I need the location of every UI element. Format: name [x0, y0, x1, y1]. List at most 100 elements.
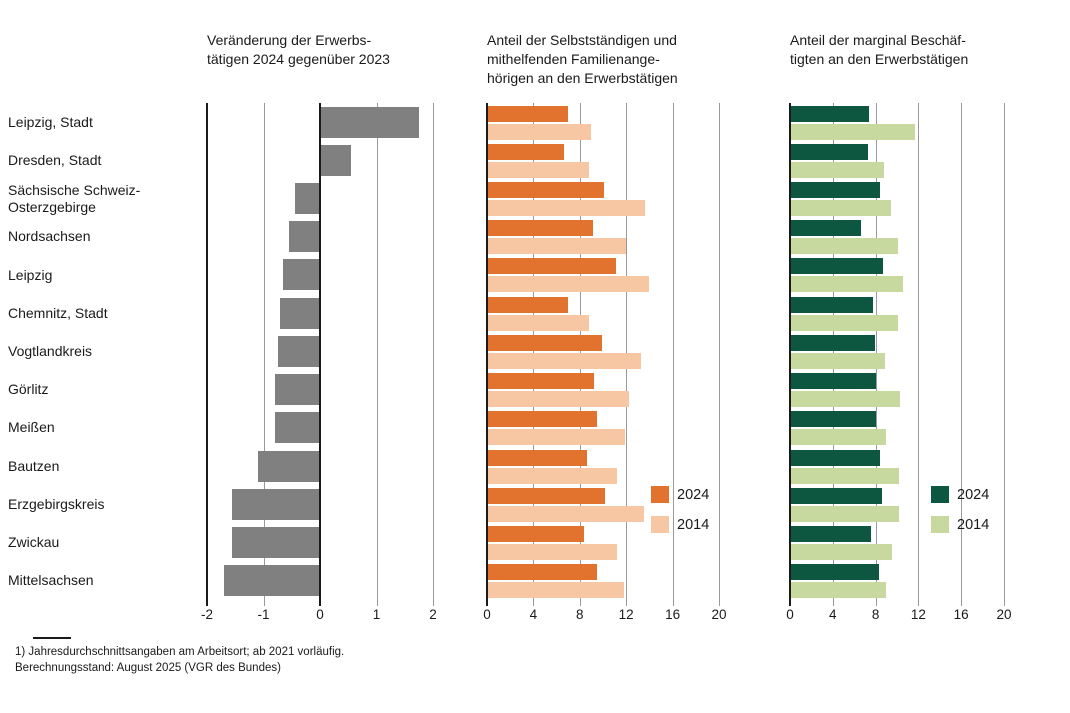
- bar-2014: [790, 582, 887, 599]
- bar-2014: [487, 582, 624, 599]
- x-tick-label: 8: [576, 607, 584, 622]
- legend-label-2014: 2014: [677, 516, 710, 533]
- gridline: [433, 103, 434, 606]
- row-label: Nordsachsen: [8, 228, 91, 245]
- bar: [277, 335, 320, 367]
- bar-2014: [487, 161, 590, 178]
- gridline: [376, 103, 378, 606]
- footnote: 1) Jahresdurchschnittsangaben am Arbeits…: [15, 637, 344, 676]
- bar-2014: [487, 238, 627, 255]
- bar-2024: [487, 143, 564, 160]
- bar-2014: [487, 391, 629, 408]
- bar-2014: [487, 276, 650, 293]
- row-label: Görlitz: [8, 381, 49, 398]
- row-labels: Leipzig, Stadt Dresden, Stadt Sächsische S…: [8, 103, 200, 600]
- bar-2024: [487, 564, 598, 581]
- panel-3-plot: 0 4 8 12 16 20: [786, 103, 1012, 622]
- bar-2024: [487, 449, 587, 466]
- row-label: Leipzig, Stadt: [8, 113, 93, 130]
- bar-2014: [790, 238, 899, 255]
- gridline: [1004, 103, 1005, 606]
- bar-2014: [790, 123, 916, 140]
- x-tick-label: 2: [429, 607, 437, 622]
- bar-2024: [487, 296, 569, 313]
- bar: [232, 527, 320, 559]
- legend-swatch-2024: [651, 486, 669, 503]
- bar-2024: [790, 449, 880, 466]
- bar-2024: [487, 258, 616, 275]
- gridline: [918, 103, 920, 606]
- x-tick-label: 8: [871, 607, 880, 622]
- bar-2014: [790, 467, 900, 484]
- legend-item-2024: 2024: [651, 486, 709, 503]
- zero-axis-line: [486, 103, 488, 606]
- x-tick-label: 1: [372, 607, 381, 622]
- bar-2024: [790, 143, 869, 160]
- bar-2024: [790, 411, 876, 428]
- x-tick-label: -1: [257, 607, 270, 622]
- bar-2014: [790, 505, 900, 522]
- legend-label-2024: 2024: [957, 486, 990, 503]
- bar-2014: [790, 391, 901, 408]
- legend-label-2014: 2014: [957, 516, 990, 533]
- row-label: Meißen: [8, 419, 55, 436]
- x-tick-label: -2: [200, 607, 213, 622]
- x-tick-label: 0: [483, 607, 491, 622]
- bar: [294, 182, 320, 214]
- bar-2024: [487, 373, 594, 390]
- bar-2024: [790, 334, 875, 351]
- gridline: [961, 103, 963, 606]
- bar-2014: [790, 429, 887, 446]
- bar: [274, 412, 320, 444]
- legend-swatch-2014: [651, 516, 669, 533]
- bar-2024: [790, 258, 884, 275]
- bar-2024: [790, 526, 872, 543]
- bar-2024: [487, 220, 593, 237]
- bar-2014: [487, 467, 617, 484]
- legend-swatch-2014: [931, 516, 949, 533]
- panel-3-title: Anteil der marginal Beschäf- tigten an d…: [790, 32, 969, 67]
- legend-item-2014: 2014: [931, 516, 989, 533]
- gridline: [672, 103, 674, 606]
- bar-2014: [790, 352, 886, 369]
- bar: [280, 297, 320, 329]
- bar-2024: [790, 487, 883, 504]
- bar-2024: [487, 181, 605, 198]
- x-tick-label: 4: [829, 607, 837, 622]
- bar-2024: [487, 411, 598, 428]
- panel-2-title: Anteil der Selbstständigen und mithelfen…: [487, 32, 678, 86]
- legend-item-2024: 2024: [931, 486, 989, 503]
- panel-1-plot: -2 -1 0 1 2: [201, 103, 437, 622]
- bar-2014: [487, 505, 644, 522]
- zero-axis-line: [789, 103, 791, 606]
- legend-item-2014: 2014: [651, 516, 709, 533]
- row-label: Vogtlandkreis: [8, 342, 93, 359]
- row-label: Sächsische Schweiz- Osterzgebirge: [8, 181, 141, 215]
- bar-2024: [487, 526, 585, 543]
- row-label: Chemnitz, Stadt: [8, 304, 108, 321]
- bar: [257, 450, 320, 482]
- bar: [274, 374, 320, 406]
- bar-2024: [487, 487, 606, 504]
- footnote-rule: [33, 637, 71, 639]
- bar-2024: [790, 105, 870, 122]
- x-tick-label: 20: [996, 607, 1012, 622]
- row-label: Zwickau: [8, 534, 60, 551]
- bar-2024: [790, 564, 879, 581]
- bar: [288, 221, 320, 253]
- x-tick-label: 0: [316, 607, 324, 622]
- gridline: [263, 103, 265, 606]
- x-tick-label: 12: [618, 607, 634, 622]
- bar: [223, 565, 320, 597]
- gridline: [206, 103, 208, 606]
- panel-3-legend: 2024 2014: [931, 486, 989, 533]
- x-tick-label: 16: [665, 607, 681, 622]
- bar-2014: [790, 314, 899, 331]
- panel-1-title: Veränderung der Erwerbs- tätigen 2024 ge…: [207, 32, 390, 67]
- legend-swatch-2024: [931, 486, 949, 503]
- row-label: Erzgebirgskreis: [8, 495, 105, 512]
- bar-2014: [487, 544, 617, 561]
- bar-2014: [487, 314, 590, 331]
- x-tick-label: 20: [711, 607, 727, 622]
